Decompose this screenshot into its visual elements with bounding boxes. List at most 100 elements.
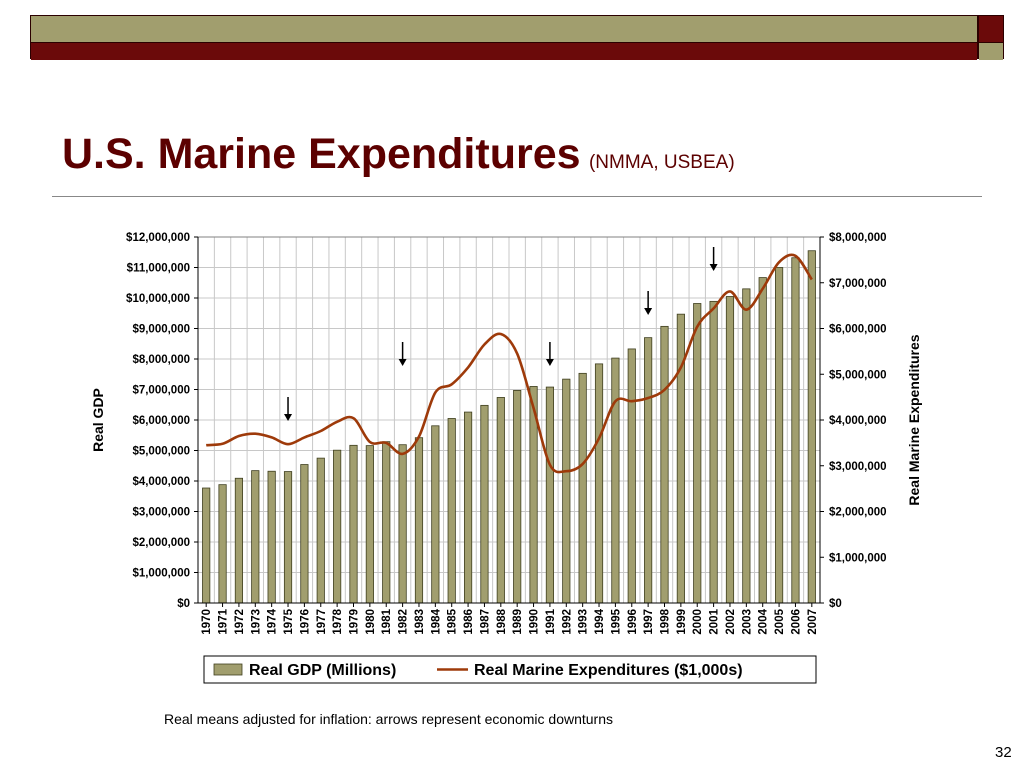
x-tick-label: 1993: [578, 609, 590, 635]
bar: [431, 425, 440, 604]
title-band-maroon: [31, 42, 977, 60]
bar: [807, 250, 816, 604]
x-tick-label: 1997: [643, 609, 655, 635]
x-tick-label: 1980: [365, 609, 377, 635]
title-band-olive: [31, 16, 977, 42]
x-tick-label: 1990: [529, 609, 541, 635]
bar: [398, 444, 407, 604]
legend-label-marine: Real Marine Expenditures ($1,000s): [474, 662, 743, 679]
downturn-arrow-head: [284, 414, 293, 421]
corner-block-olive: [979, 42, 1003, 60]
x-tick-label: 2002: [725, 609, 737, 635]
y-tick-label: $9,000,000: [132, 324, 190, 336]
bar: [545, 386, 555, 604]
x-tick-label: 1983: [414, 609, 426, 635]
bar: [202, 487, 211, 604]
bar: [316, 457, 325, 604]
y2-tick-label: $0: [829, 598, 842, 610]
x-tick-label: 2005: [774, 608, 786, 634]
downturn-arrow-head: [398, 359, 407, 366]
x-tick-label: 2000: [692, 609, 704, 635]
bar: [267, 470, 276, 604]
x-tick-label: 1996: [627, 609, 639, 635]
bar: [349, 444, 358, 604]
slide-title-main: U.S. Marine Expenditures: [62, 130, 581, 178]
bar: [709, 300, 718, 604]
x-tick-label: 1984: [430, 608, 442, 634]
slide-title-source: (NMMA, USBEA): [588, 152, 735, 173]
y2-tick-label: $3,000,000: [829, 461, 887, 473]
y-tick-label: $10,000,000: [126, 293, 190, 305]
x-tick-label: 1998: [660, 608, 672, 634]
chart: $0 $1,000,000 $2,000,000 $3,000,000 $4,000,0…: [90, 232, 922, 684]
y-tick-label: $0: [177, 598, 190, 610]
y-tick-label: $11,000,000: [127, 263, 190, 275]
y2-tick-label: $8,000,000: [829, 232, 887, 244]
x-tick-label: 1974: [267, 608, 279, 634]
y-tick-label: $3,000,000: [132, 507, 190, 519]
page-number: 32: [995, 744, 1012, 761]
y2-tick-label: $6,000,000: [829, 324, 887, 336]
x-tick-label: 1971: [218, 608, 230, 634]
x-tick-label: 1981: [381, 608, 393, 634]
y-tick-label: $12,000,000: [126, 232, 190, 244]
bar: [774, 267, 784, 604]
bar: [611, 357, 620, 604]
y-tick-label: $6,000,000: [132, 415, 190, 427]
legend: [203, 655, 817, 684]
x-tick-label: 1982: [398, 609, 410, 635]
bar: [513, 390, 522, 604]
bar: [627, 348, 636, 604]
title-divider: [52, 196, 982, 197]
x-tick-label: 1978: [332, 608, 344, 634]
bar: [218, 484, 227, 604]
bar: [447, 418, 456, 604]
x-tick-label: 1985: [447, 608, 459, 634]
bar: [496, 397, 505, 604]
x-tick-label: 2006: [790, 609, 802, 635]
slide-title: U.S. Marine Expenditures (NMMA, USBEA): [62, 130, 735, 179]
x-tick-label: 2003: [741, 609, 753, 635]
x-tick-label: 1994: [594, 608, 606, 634]
bar: [414, 437, 424, 604]
y-tick-label: $8,000,000: [132, 354, 190, 366]
bar: [365, 445, 374, 604]
corner-block: [978, 15, 1004, 60]
x-tick-label: 2004: [758, 608, 770, 634]
x-tick-label: 2007: [807, 609, 819, 635]
y-tick-label: $4,000,000: [132, 476, 190, 488]
downturn-arrow-head: [545, 359, 554, 366]
legend-swatch-gdp: [213, 663, 243, 676]
x-tick-label: 1992: [561, 609, 573, 635]
x-tick-label: 1988: [496, 608, 508, 634]
series-line-marine-expenditures: [206, 253, 813, 474]
bar: [251, 470, 260, 604]
bar: [725, 296, 735, 604]
y-tick-label: $7,000,000: [132, 385, 190, 397]
x-tick-label: 1979: [349, 609, 361, 635]
bar: [660, 325, 669, 604]
y-tick-label: $2,000,000: [132, 537, 190, 549]
bar: [693, 303, 702, 604]
bar: [791, 257, 800, 604]
bar: [644, 337, 653, 604]
bar: [333, 449, 342, 604]
bar: [758, 277, 767, 604]
bar: [480, 404, 489, 604]
x-tick-label: 1970: [201, 609, 213, 635]
bar: [578, 372, 587, 604]
bar: [382, 441, 391, 604]
x-tick-label: 1975: [283, 608, 295, 634]
bar: [562, 378, 571, 604]
corner-block-maroon: [979, 16, 1003, 42]
x-tick-label: 1999: [676, 609, 688, 635]
slide-caption: Real means adjusted for inflation: arrow…: [164, 711, 614, 727]
x-tick-label: 1973: [250, 609, 262, 635]
downturn-arrow-head: [709, 264, 718, 271]
x-tick-label: 1987: [479, 609, 491, 635]
title-band: [30, 15, 978, 60]
y2-tick-label: $1,000,000: [829, 552, 887, 564]
downturn-arrow-head: [644, 308, 653, 315]
y-tick-label: $5,000,000: [132, 446, 190, 458]
bar: [234, 477, 244, 604]
